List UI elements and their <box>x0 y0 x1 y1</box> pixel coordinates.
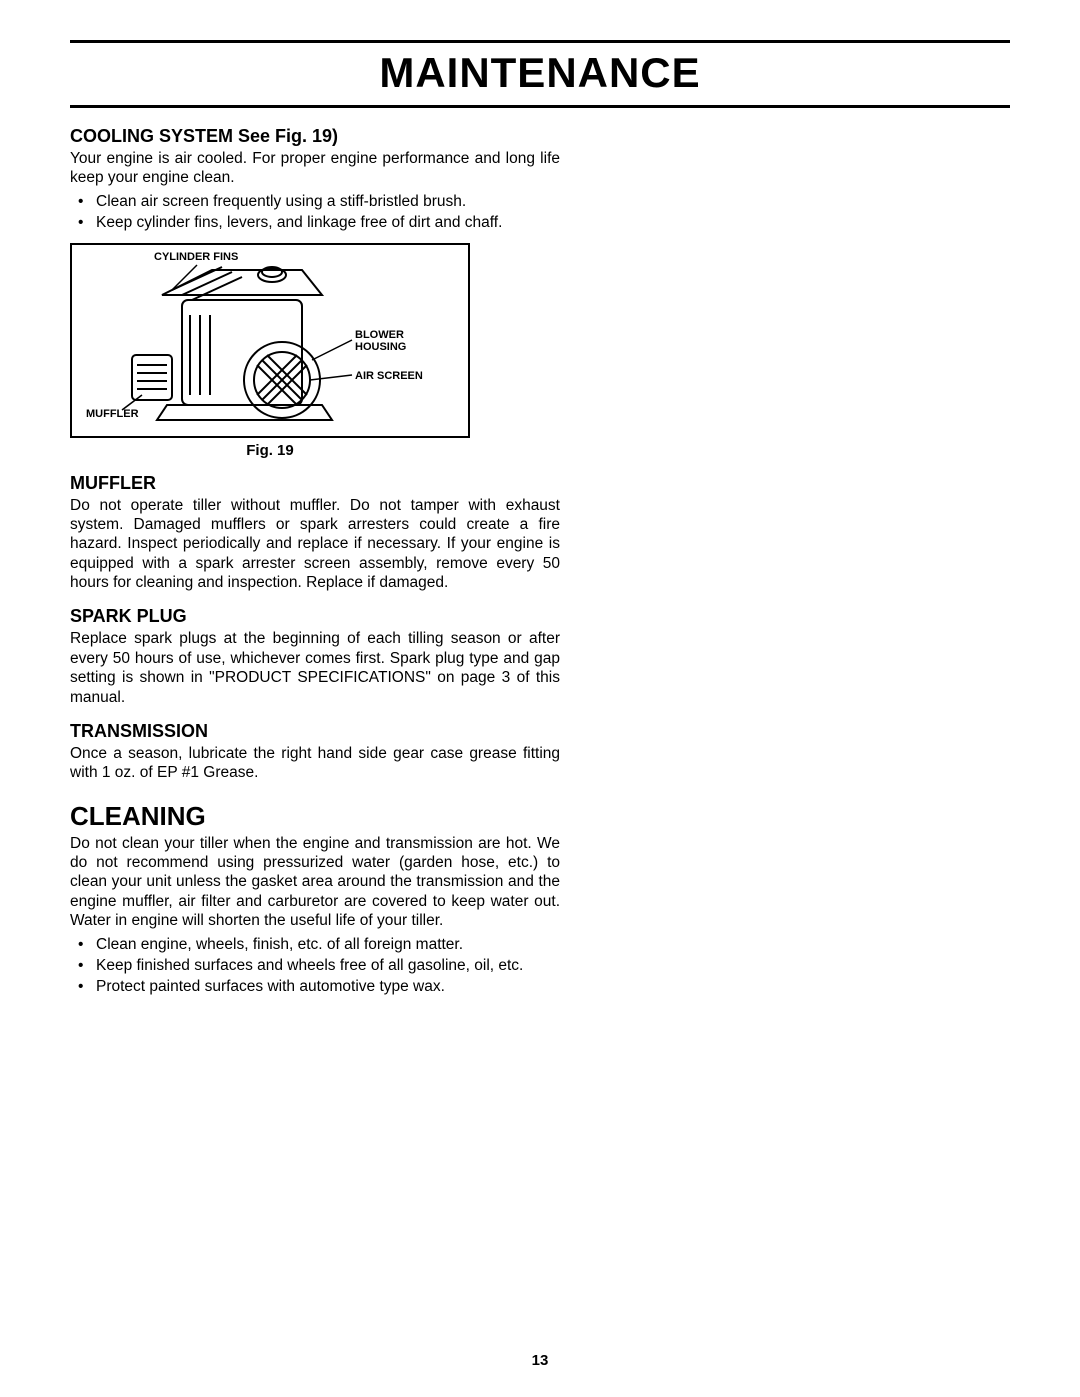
rule-top <box>70 40 1010 43</box>
page-number: 13 <box>0 1352 1080 1369</box>
list-item: Clean engine, wheels, finish, etc. of al… <box>70 935 560 954</box>
page-title: MAINTENANCE <box>70 45 1010 105</box>
text-spark-plug: Replace spark plugs at the beginning of … <box>70 629 560 707</box>
heading-cooling-system: COOLING SYSTEM See Fig. 19) <box>70 126 560 147</box>
label-cylinder-fins: CYLINDER FINS <box>154 251 238 263</box>
label-muffler: MUFFLER <box>86 408 139 420</box>
heading-cleaning: CLEANING <box>70 801 560 832</box>
content-column: COOLING SYSTEM See Fig. 19) Your engine … <box>70 126 560 997</box>
heading-transmission: TRANSMISSION <box>70 721 560 742</box>
figure-engine-diagram: CYLINDER FINS BLOWER HOUSING AIR SCREEN … <box>70 243 470 438</box>
heading-spark-plug: SPARK PLUG <box>70 606 560 627</box>
rule-bottom <box>70 105 1010 108</box>
list-item: Keep cylinder fins, levers, and linkage … <box>70 213 560 232</box>
list-cleaning: Clean engine, wheels, finish, etc. of al… <box>70 935 560 997</box>
list-cooling: Clean air screen frequently using a stif… <box>70 192 560 233</box>
list-item: Protect painted surfaces with automotive… <box>70 977 560 996</box>
heading-muffler: MUFFLER <box>70 473 560 494</box>
list-item: Keep finished surfaces and wheels free o… <box>70 956 560 975</box>
figure-caption: Fig. 19 <box>70 442 470 459</box>
label-blower-housing: BLOWER HOUSING <box>355 329 406 353</box>
label-air-screen: AIR SCREEN <box>355 370 423 382</box>
list-item: Clean air screen frequently using a stif… <box>70 192 560 211</box>
text-transmission: Once a season, lubricate the right hand … <box>70 744 560 783</box>
text-cleaning-intro: Do not clean your tiller when the engine… <box>70 834 560 931</box>
text-cooling-intro: Your engine is air cooled. For proper en… <box>70 149 560 188</box>
text-muffler: Do not operate tiller without muffler. D… <box>70 496 560 593</box>
